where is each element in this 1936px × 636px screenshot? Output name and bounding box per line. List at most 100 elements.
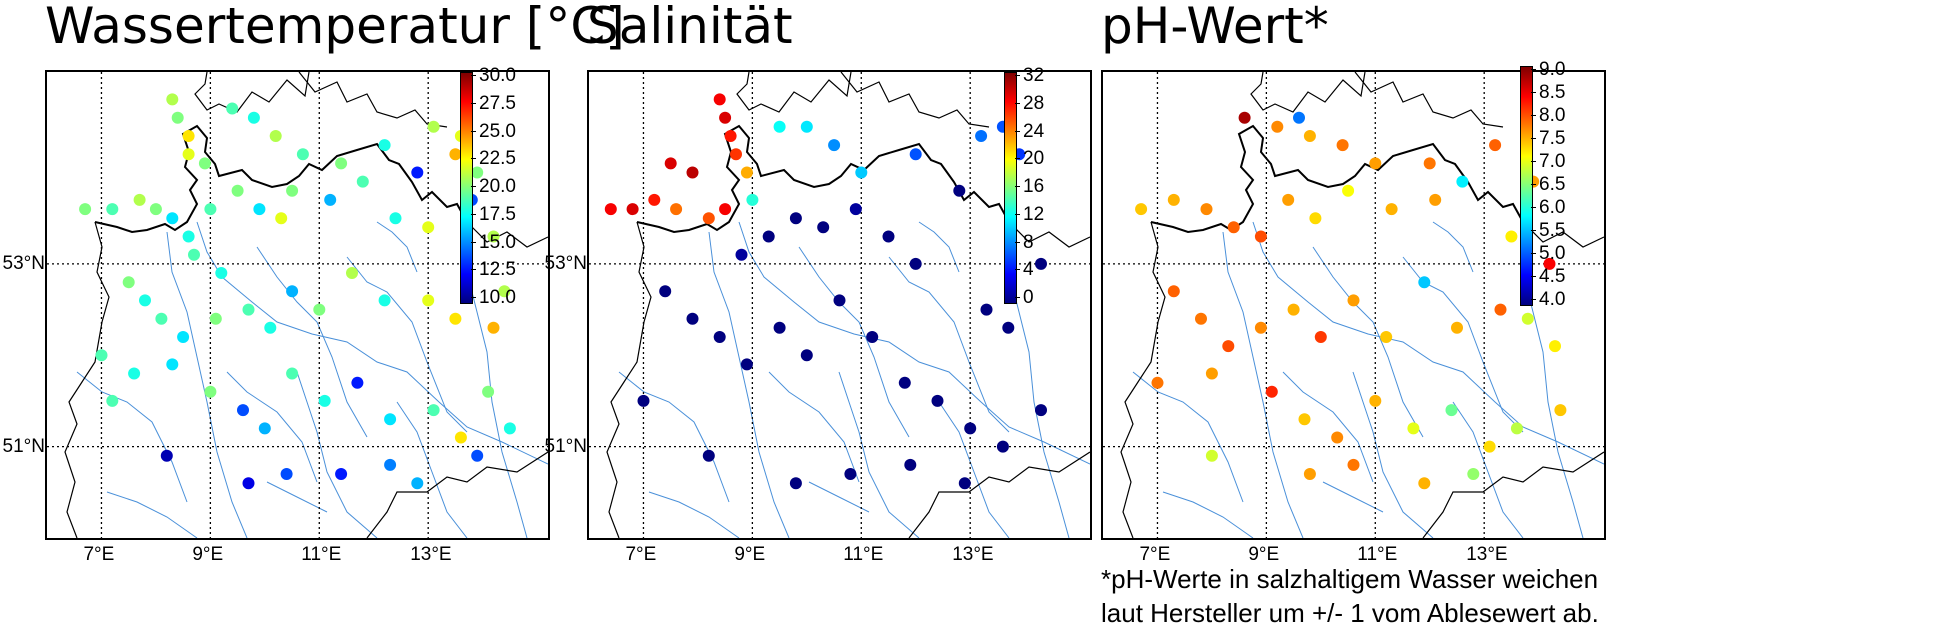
measurement-point: [1168, 194, 1180, 206]
measurement-point: [384, 413, 396, 425]
measurement-point: [79, 203, 91, 215]
measurement-point: [428, 121, 440, 133]
measurement-point: [1418, 276, 1430, 288]
measurement-point: [1206, 368, 1218, 380]
river-line: [467, 272, 527, 538]
measurement-point: [123, 276, 135, 288]
y-tick-label: 51°N: [543, 436, 587, 458]
river-line: [167, 232, 247, 538]
colorbar-tick-label: 8.0: [1539, 106, 1565, 125]
measurement-point: [910, 258, 922, 270]
measurement-point: [166, 358, 178, 370]
x-tick-label: 13°E: [952, 544, 993, 566]
border-line: [1355, 72, 1503, 127]
river-line: [939, 402, 1009, 538]
measurement-point: [1168, 285, 1180, 297]
measurement-point: [1484, 441, 1496, 453]
panel-title: Wassertemperatur [°C]: [45, 0, 625, 56]
measurement-point: [161, 450, 173, 462]
river-line: [1523, 272, 1583, 538]
river-line: [227, 372, 317, 482]
colorbar-tick-label: 12.5: [479, 260, 516, 279]
border-line: [1251, 72, 1365, 112]
measurement-point: [670, 203, 682, 215]
x-tick-label: 11°E: [1357, 544, 1397, 566]
measurement-point: [997, 441, 1009, 453]
measurement-point: [232, 185, 244, 197]
measurement-point: [455, 432, 467, 444]
colorbar-tick-label: 27.5: [479, 94, 516, 113]
measurement-point: [1228, 221, 1240, 233]
colorbar-tick-label: 7.5: [1539, 129, 1565, 148]
footnote-line-1: *pH-Werte in salzhaltigem Wasser weichen: [1101, 562, 1599, 596]
measurement-point: [638, 395, 650, 407]
x-tick-label: 11°E: [843, 544, 883, 566]
river-line: [809, 482, 869, 512]
measurement-point: [1348, 294, 1360, 306]
measurement-point: [379, 139, 391, 151]
measurement-point: [384, 459, 396, 471]
measurement-point: [270, 130, 282, 142]
measurement-point: [1195, 313, 1207, 325]
colorbar-tick-label: 17.5: [479, 205, 516, 224]
measurement-point: [286, 185, 298, 197]
measurement-point: [172, 112, 184, 124]
river-line: [649, 492, 739, 538]
measurement-point: [253, 203, 265, 215]
colorbar-tick-label: 4.5: [1539, 267, 1565, 286]
river-line: [619, 372, 729, 502]
x-tick-label: 13°E: [1466, 544, 1507, 566]
measurement-point: [730, 148, 742, 160]
x-tick-label: 9°E: [1248, 544, 1279, 566]
measurement-point: [1451, 322, 1463, 334]
measurement-point: [346, 267, 358, 279]
measurement-point: [134, 194, 146, 206]
measurement-point: [1282, 194, 1294, 206]
measurement-point: [411, 477, 423, 489]
y-tick-label: 53°N: [543, 253, 587, 275]
measurement-point: [204, 386, 216, 398]
measurement-point: [150, 203, 162, 215]
measurement-point: [834, 294, 846, 306]
measurement-point: [335, 157, 347, 169]
measurement-point: [627, 203, 639, 215]
x-tick-label: 13°E: [410, 544, 451, 566]
measurement-point: [183, 231, 195, 243]
colorbar-tick-label: 9.0: [1539, 60, 1565, 79]
measurement-point: [226, 103, 238, 115]
river-line: [1133, 372, 1243, 502]
measurement-point: [746, 194, 758, 206]
measurement-point: [319, 395, 331, 407]
measurement-point: [1446, 404, 1458, 416]
measurement-point: [790, 477, 802, 489]
measurement-point: [774, 322, 786, 334]
measurement-point: [1299, 413, 1311, 425]
colorbar-tick-label: 4: [1023, 260, 1034, 279]
measurement-point: [801, 349, 813, 361]
measurement-point: [981, 304, 993, 316]
measurement-point: [275, 212, 287, 224]
measurement-point: [883, 231, 895, 243]
river-line: [1223, 232, 1303, 538]
river-line: [1323, 482, 1383, 512]
measurement-point: [741, 167, 753, 179]
colorbar-tick-label: 12: [1023, 205, 1044, 224]
river-line: [347, 257, 467, 432]
colorbar-tick-label: 32: [1023, 66, 1044, 85]
panel-ph-wert: pH-Wert* 9.0 8.5 8.0 7.5 7.0 6.5 6.0 5.5 5.0 4.5 4…: [1101, 0, 1746, 636]
measurement-point: [1407, 422, 1419, 434]
x-tick-label: 7°E: [83, 544, 114, 566]
measurement-point: [1201, 203, 1213, 215]
river-line: [769, 372, 859, 482]
x-tick-label: 9°E: [192, 544, 223, 566]
measurement-point: [264, 322, 276, 334]
measurement-point: [1386, 203, 1398, 215]
measurement-point: [390, 212, 402, 224]
colorbar-tick-label: 15.0: [479, 233, 516, 252]
border-line: [841, 72, 989, 127]
measurement-point: [183, 148, 195, 160]
measurement-point: [128, 368, 140, 380]
measurement-point: [155, 313, 167, 325]
measurement-point: [953, 185, 965, 197]
river-line: [1453, 402, 1523, 538]
